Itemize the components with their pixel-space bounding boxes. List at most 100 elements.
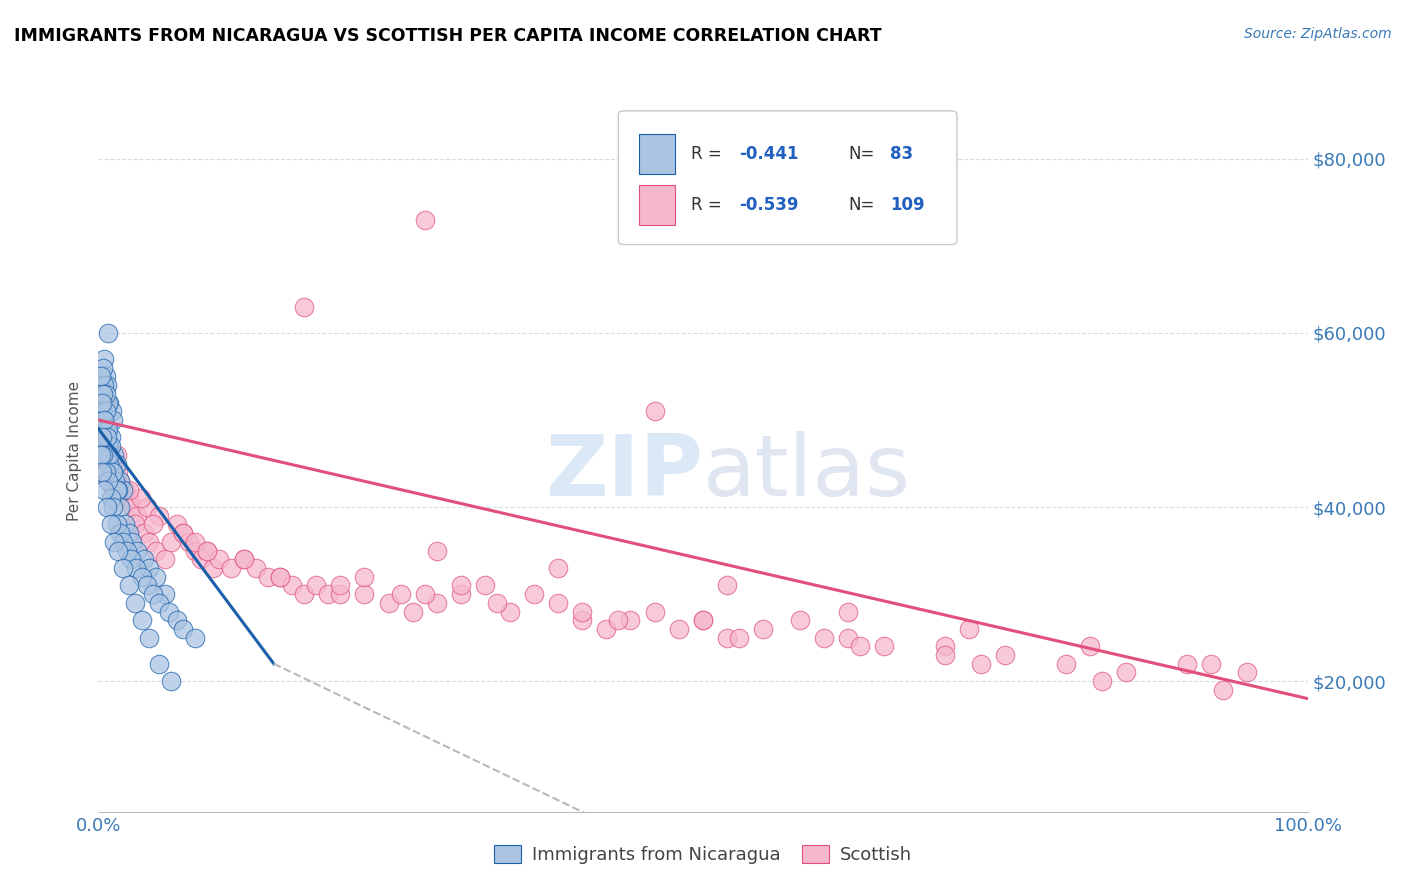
Point (124, 596, 146, 610)
Point (232, 552, 254, 566)
Point (125, 561, 148, 575)
Point (105, 483, 128, 497)
Point (172, 526, 194, 541)
Point (96, 378, 118, 392)
Point (91, 395, 114, 409)
Point (121, 500, 143, 514)
Point (607, 613, 630, 627)
Point (108, 474, 131, 488)
Point (160, 674, 183, 689)
Point (111, 561, 134, 575)
Point (108, 500, 131, 514)
Point (849, 640, 872, 654)
Point (101, 483, 124, 497)
Point (100, 465, 122, 479)
Point (94, 465, 117, 479)
Point (118, 578, 141, 592)
Point (195, 543, 218, 558)
Point (1199, 657, 1222, 671)
Point (873, 640, 896, 654)
Text: R =: R = (690, 196, 727, 214)
Point (402, 605, 425, 619)
Point (100, 404, 122, 418)
Point (157, 605, 180, 619)
Point (93, 352, 115, 367)
Point (547, 596, 569, 610)
Point (91, 430, 114, 444)
Point (111, 483, 134, 497)
Point (547, 561, 569, 575)
Point (145, 543, 167, 558)
Point (353, 570, 375, 584)
Point (93, 483, 115, 497)
Point (103, 465, 125, 479)
Point (184, 631, 207, 645)
Point (619, 613, 641, 627)
Text: -0.539: -0.539 (740, 196, 799, 214)
Point (450, 587, 472, 601)
Point (450, 578, 472, 592)
Point (1212, 682, 1234, 697)
Point (305, 578, 328, 592)
Point (97, 457, 120, 471)
Point (571, 613, 593, 627)
Point (96, 430, 118, 444)
Point (134, 526, 156, 541)
Point (114, 483, 136, 497)
Point (413, 212, 436, 227)
Point (94, 369, 117, 384)
Text: ZIP: ZIP (546, 431, 703, 514)
Point (221, 561, 243, 575)
Point (232, 552, 254, 566)
Point (377, 596, 399, 610)
Point (117, 543, 139, 558)
Point (595, 622, 617, 636)
Point (104, 474, 127, 488)
Point (100, 491, 122, 506)
Point (1115, 665, 1137, 680)
Point (118, 526, 141, 541)
Point (100, 439, 122, 453)
Point (474, 578, 496, 592)
Point (837, 631, 859, 645)
Point (111, 483, 134, 497)
Point (138, 534, 160, 549)
Point (994, 648, 1017, 662)
Point (111, 534, 134, 549)
Point (100, 491, 122, 506)
Point (413, 587, 436, 601)
Point (486, 596, 509, 610)
Point (813, 631, 835, 645)
Point (96, 448, 118, 462)
Point (353, 587, 375, 601)
Point (91, 439, 114, 453)
Point (644, 605, 666, 619)
Point (498, 605, 520, 619)
Point (118, 483, 141, 497)
Point (93, 413, 115, 427)
Point (160, 534, 183, 549)
Point (105, 448, 128, 462)
Text: Source: ZipAtlas.com: Source: ZipAtlas.com (1244, 27, 1392, 41)
Point (96, 457, 118, 471)
Point (1091, 674, 1114, 689)
Point (728, 631, 751, 645)
Point (91, 465, 114, 479)
Point (1078, 640, 1101, 654)
Point (90, 448, 112, 462)
Point (153, 587, 176, 601)
Point (131, 570, 153, 584)
Point (202, 561, 225, 575)
Point (138, 631, 160, 645)
Point (316, 587, 339, 601)
Point (135, 578, 157, 592)
Point (153, 552, 176, 566)
Point (692, 613, 714, 627)
Point (329, 578, 352, 592)
Point (172, 526, 194, 541)
Point (692, 613, 714, 627)
Point (104, 474, 127, 488)
Text: N=: N= (848, 145, 875, 163)
Point (94, 422, 117, 436)
Point (101, 413, 124, 427)
